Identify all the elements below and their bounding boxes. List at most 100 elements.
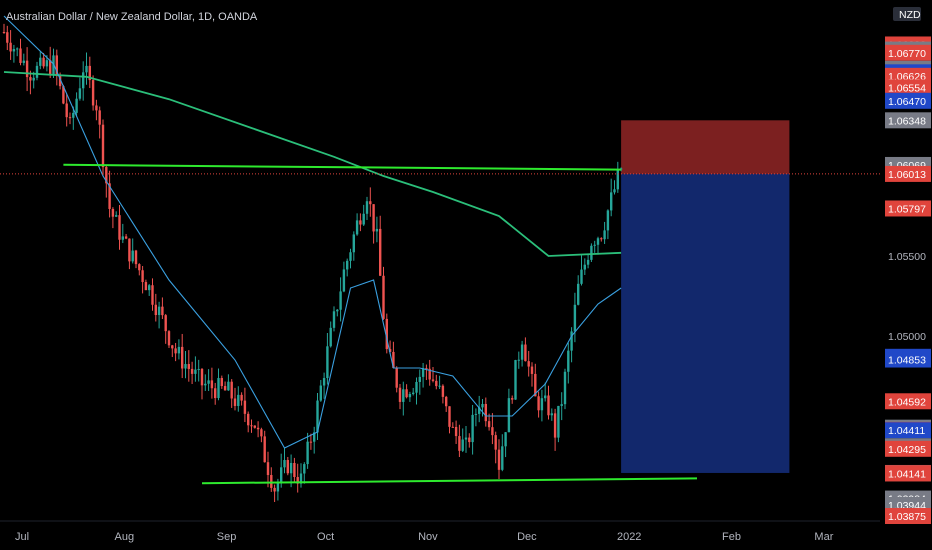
candle — [237, 386, 240, 412]
time-tick-label: Sep — [217, 531, 237, 543]
candle-body — [82, 72, 85, 89]
candle-body — [12, 48, 16, 52]
candle — [478, 395, 481, 423]
candle-body — [530, 366, 534, 374]
candle-body — [75, 98, 78, 113]
candle-body — [369, 201, 372, 205]
candle-body — [497, 449, 501, 470]
candle-body — [280, 467, 283, 483]
candle — [329, 321, 332, 348]
plot-area[interactable] — [0, 15, 880, 503]
stop-loss-zone[interactable] — [621, 120, 790, 174]
price-label-box — [885, 165, 931, 182]
time-axis[interactable]: Jul Aug Sep Oct Nov Dec 2022 Feb Mar — [0, 520, 880, 543]
price-axis[interactable]: 1.068221.067901.067701.066701.066481.066… — [884, 0, 932, 550]
candle — [220, 375, 223, 389]
trend-line[interactable] — [63, 163, 622, 171]
candle — [243, 387, 247, 423]
candle — [563, 368, 567, 410]
candle-body — [563, 371, 567, 405]
candle-body — [342, 269, 346, 292]
candle-body — [464, 437, 468, 440]
candle-body — [557, 405, 560, 438]
candle-body — [55, 55, 58, 75]
candle-body — [220, 378, 223, 387]
candle — [194, 356, 197, 382]
candle-body — [171, 345, 174, 349]
candle-body — [6, 32, 9, 43]
candle-body — [309, 441, 313, 443]
candle-body — [448, 406, 451, 427]
candle — [210, 367, 214, 399]
candle — [115, 211, 118, 218]
candle-body — [372, 204, 375, 232]
currency-badge: NZD — [893, 7, 921, 21]
candle — [144, 279, 148, 291]
candle — [408, 391, 412, 402]
candle — [540, 389, 544, 422]
candle-body — [395, 367, 398, 388]
candle-body — [346, 260, 349, 270]
candle — [204, 374, 207, 391]
candle-body — [362, 213, 365, 225]
candle — [19, 38, 22, 66]
candle-body — [316, 400, 319, 433]
take-profit-zone[interactable] — [621, 173, 790, 473]
candle-body — [590, 245, 593, 260]
candle-body — [553, 413, 557, 438]
candle — [35, 61, 39, 81]
candle-body — [164, 315, 167, 332]
candle — [402, 381, 405, 416]
candle-body — [332, 311, 336, 328]
candle-body — [570, 331, 573, 351]
candle-body — [365, 201, 369, 214]
candle — [471, 404, 474, 455]
candle-body — [326, 346, 329, 379]
candle — [260, 427, 263, 443]
candle — [128, 238, 131, 270]
candle-body — [167, 331, 171, 346]
candle-body — [88, 65, 91, 81]
candle — [306, 432, 309, 469]
candle-body — [596, 238, 600, 245]
candle-body — [520, 344, 524, 360]
candle — [468, 433, 471, 448]
price-label: 1.04853 — [888, 355, 926, 367]
candle-body — [388, 349, 392, 352]
candle-body — [276, 482, 280, 492]
candle — [12, 44, 16, 63]
candle-body — [273, 487, 276, 492]
time-tick-label: Jul — [15, 531, 29, 543]
candle-body — [58, 74, 62, 87]
candle — [22, 53, 25, 66]
price-label-box — [885, 508, 931, 524]
candle-body — [108, 183, 111, 209]
candle — [613, 180, 616, 195]
candle-body — [266, 462, 270, 476]
candle-body — [385, 318, 388, 350]
candle — [501, 434, 504, 472]
candle-body — [157, 306, 161, 316]
candle — [247, 411, 250, 433]
candle-body — [240, 394, 243, 401]
candle — [359, 213, 362, 232]
candle — [118, 204, 121, 250]
candle-body — [586, 259, 590, 265]
candle-body — [379, 228, 382, 276]
candle — [557, 405, 560, 443]
candle — [346, 258, 349, 277]
candle-body — [560, 404, 563, 406]
candle — [610, 178, 613, 217]
candle — [181, 333, 184, 379]
candle — [491, 413, 494, 445]
candle — [49, 46, 52, 78]
trend-line[interactable] — [201, 477, 698, 485]
candle-body — [534, 373, 537, 397]
candle — [95, 99, 98, 121]
candle-body — [428, 368, 431, 380]
candle — [497, 439, 501, 479]
candle-body — [303, 464, 306, 474]
price-label: 1.06470 — [888, 96, 926, 108]
candle — [336, 309, 339, 317]
